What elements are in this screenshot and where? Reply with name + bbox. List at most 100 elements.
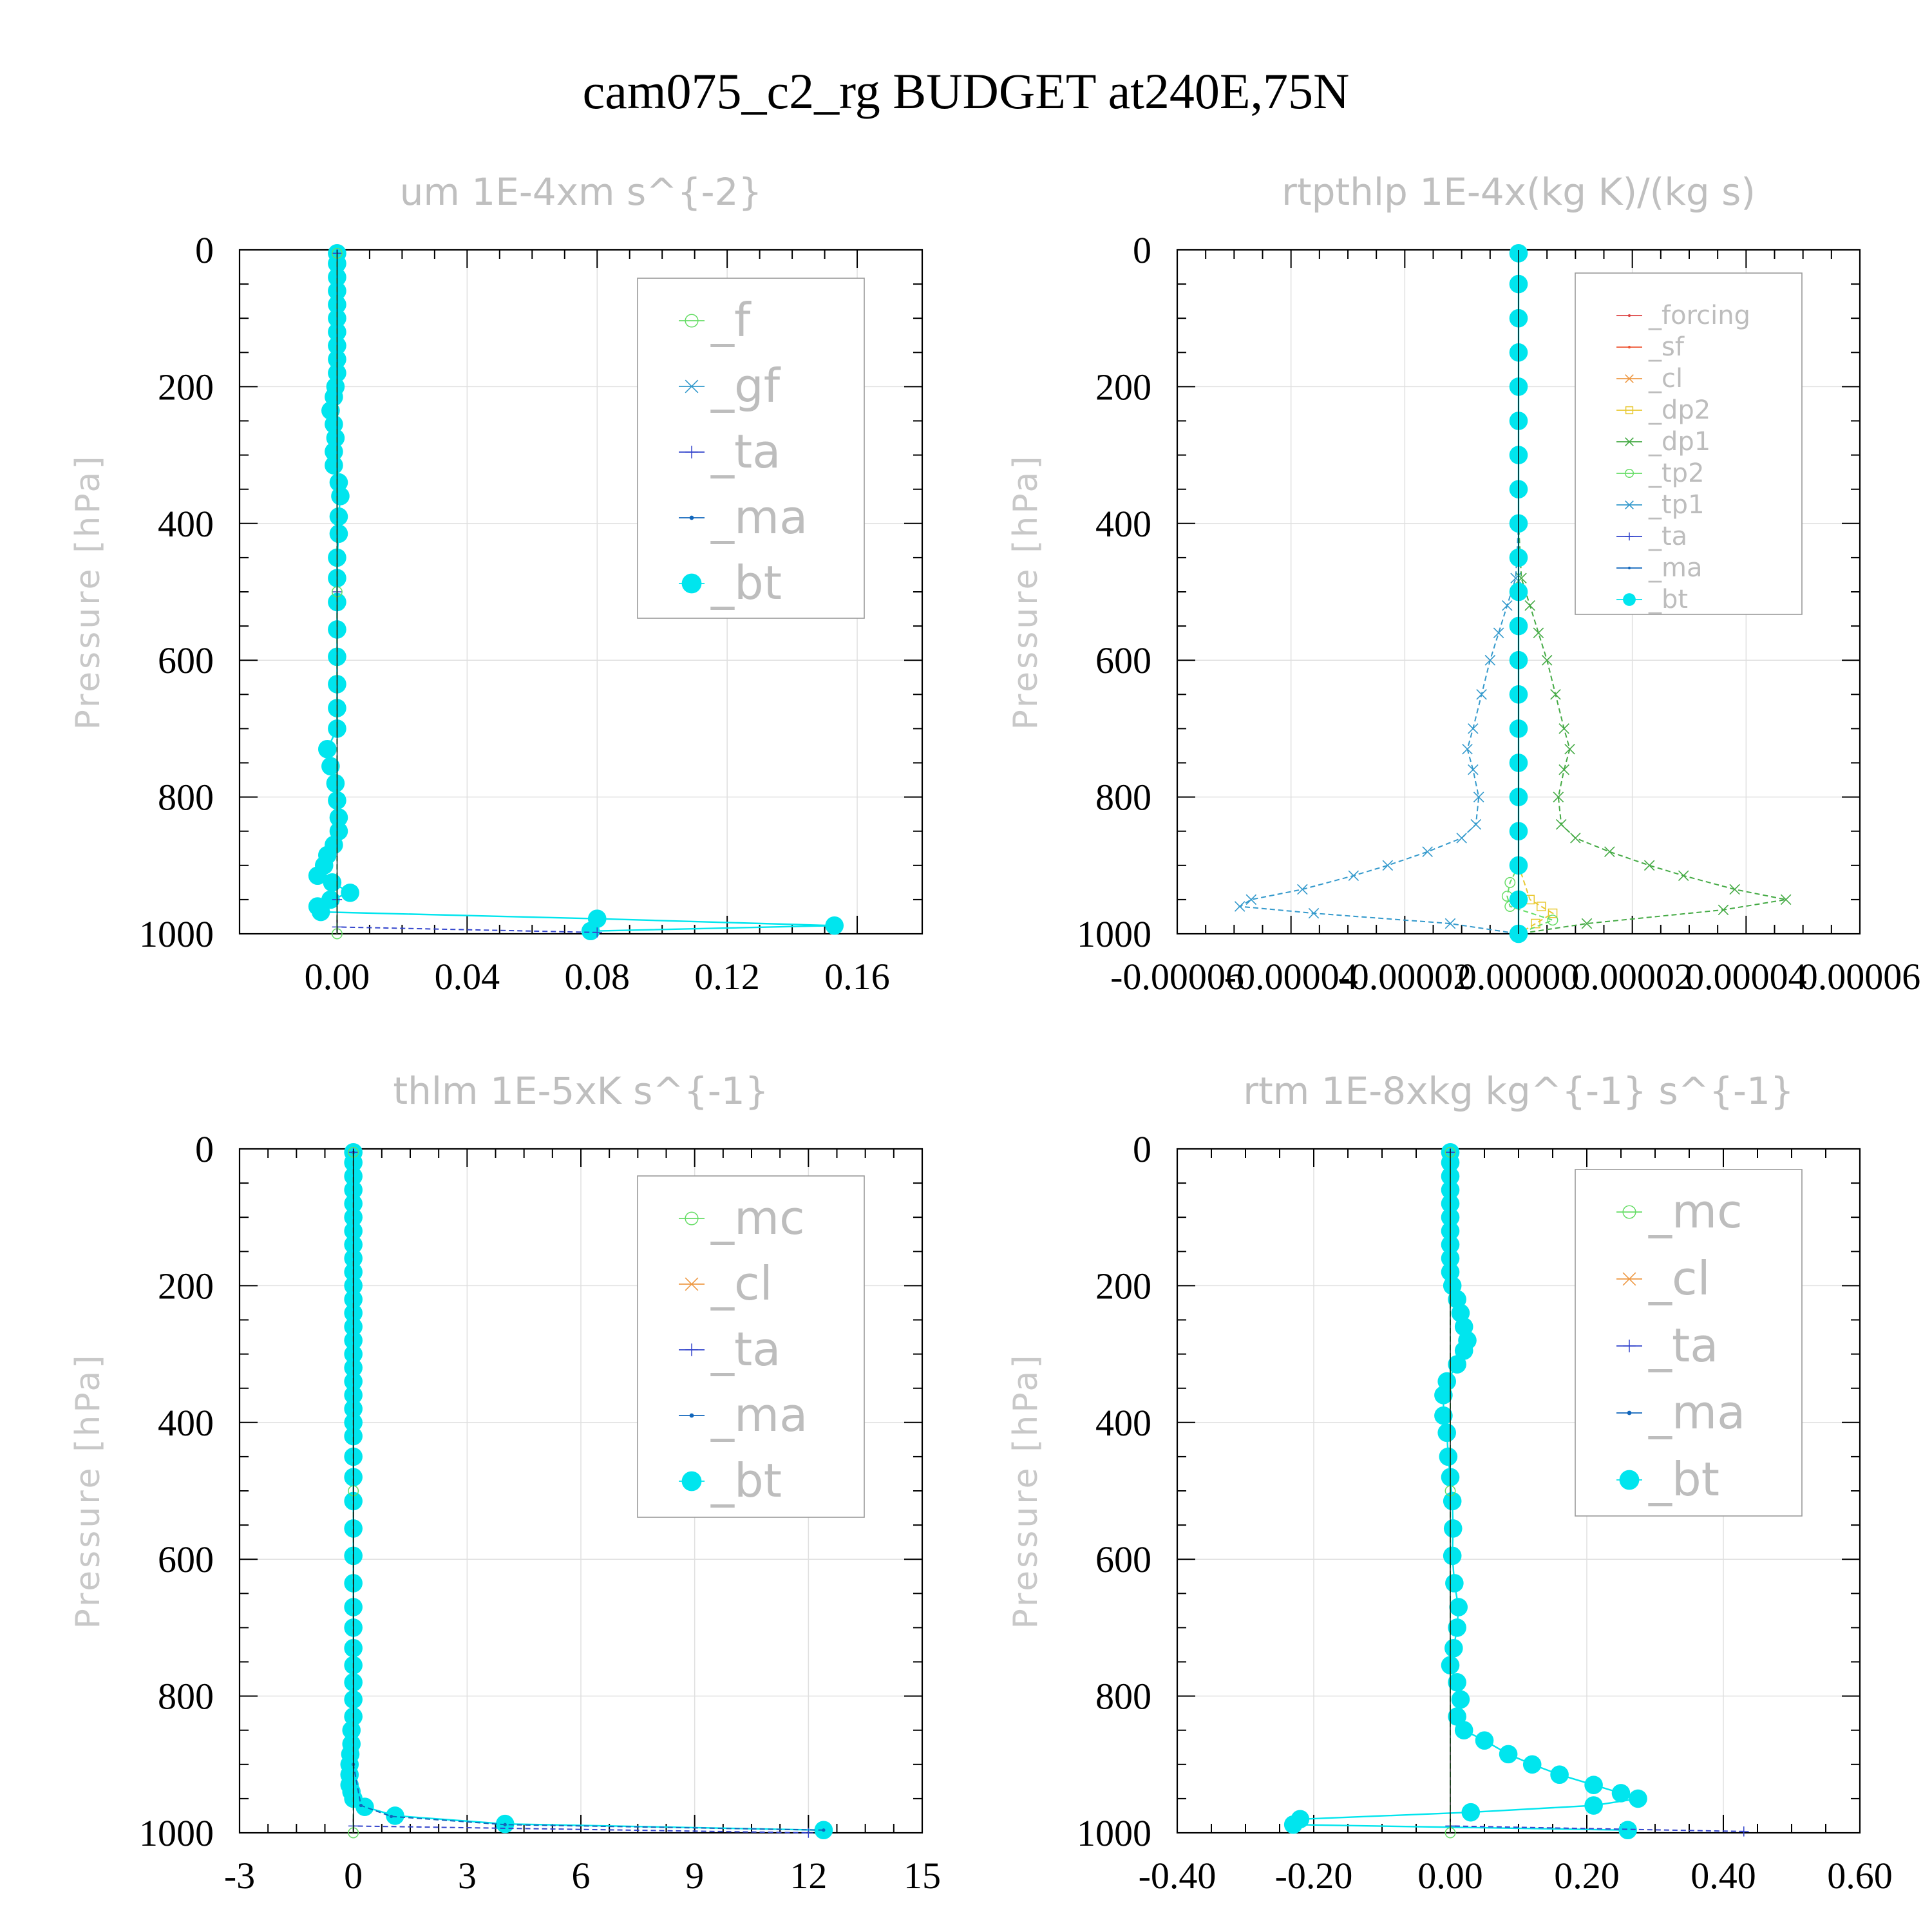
x-tick-label: -0.00006 <box>1110 956 1244 998</box>
circle-marker <box>1547 914 1558 926</box>
x-marker <box>1422 846 1433 857</box>
legend-label: _sf <box>1648 332 1685 362</box>
legend-label: _mc <box>710 1191 805 1245</box>
bt-point <box>342 1721 361 1739</box>
legend-label: _ta <box>1648 522 1687 551</box>
bt-point <box>1611 1784 1631 1803</box>
bt-point <box>326 774 345 793</box>
x-marker <box>1524 600 1535 611</box>
y-tick-label: 1000 <box>139 913 214 955</box>
legend-label: _cl <box>710 1256 773 1311</box>
legend-box <box>637 1175 865 1518</box>
y-tick-label: 0 <box>1133 1128 1151 1170</box>
series-line-tp1 <box>1238 253 1519 934</box>
bt-point <box>325 456 343 475</box>
x-marker <box>1622 1272 1636 1286</box>
legend-label: _mc <box>1648 1184 1743 1238</box>
plus-marker <box>803 1828 814 1838</box>
bt-point <box>581 922 600 941</box>
bt-point <box>1618 1821 1637 1840</box>
dot-marker <box>1627 566 1631 570</box>
y-tick-label: 1000 <box>1077 1812 1151 1854</box>
legend-label: _forcing <box>1648 301 1750 330</box>
bt-point <box>1448 1673 1466 1692</box>
dot-marker <box>689 1413 694 1418</box>
panel-title: rtm 1E-8xkg kg^{-1} s^{-1} <box>1243 1069 1794 1113</box>
series-line-dp1 <box>1518 253 1786 934</box>
bt-point <box>1550 1765 1569 1785</box>
x-marker <box>1473 791 1484 802</box>
panel-title: um 1E-4xm s^{-2} <box>400 170 762 214</box>
chart-panel-4: rtm 1E-8xkg kg^{-1} s^{-1} Pressure [hPa]… <box>1007 1069 1893 1897</box>
x-marker <box>1564 743 1575 755</box>
chart-panels: um 1E-4xm s^{-2}Pressure [hPa]0200400600… <box>69 170 1920 1897</box>
x-marker <box>1729 884 1740 895</box>
y-tick-label: 0 <box>195 1128 214 1170</box>
x-marker <box>1470 819 1482 830</box>
x-tick-label: 3 <box>458 1855 477 1897</box>
x-marker <box>1604 846 1615 857</box>
bt-point <box>1448 1707 1466 1726</box>
y-axis-label: Pressure [hPa] <box>1007 1353 1045 1629</box>
bt-point <box>1437 1423 1456 1443</box>
legend: _mc _cl _ta _ma _bt <box>637 1175 865 1518</box>
bt-point <box>1584 1776 1603 1794</box>
x-tick-label: 9 <box>685 1855 704 1897</box>
x-marker <box>1382 860 1394 871</box>
legend-label: _ta <box>710 1322 781 1376</box>
x-marker <box>1581 918 1593 929</box>
y-tick-label: 400 <box>1095 503 1151 545</box>
dot-marker <box>689 515 694 520</box>
legend-label: _cl <box>1648 1251 1710 1305</box>
x-marker <box>1555 819 1567 830</box>
bt-point <box>1439 1447 1458 1466</box>
y-tick-label: 400 <box>158 503 214 545</box>
legend-label: _dp1 <box>1648 427 1710 457</box>
y-tick-label: 400 <box>1095 1402 1151 1444</box>
x-marker <box>1502 600 1513 611</box>
legend-box <box>1575 272 1803 615</box>
legend-label: _ma <box>1648 553 1702 583</box>
bt-point <box>1444 1638 1463 1658</box>
plot-frame <box>238 249 923 935</box>
bt-point <box>1283 1815 1303 1834</box>
bt-point <box>1449 1598 1468 1616</box>
plus-marker <box>1739 1826 1749 1837</box>
x-marker <box>1493 627 1504 638</box>
bt-point <box>1448 1355 1466 1374</box>
x-marker <box>1625 437 1634 446</box>
x-tick-label: 0.00004 <box>1685 956 1807 998</box>
bt-point <box>1461 1803 1481 1822</box>
bt-point <box>681 573 702 594</box>
bt-point <box>325 442 343 461</box>
plot-frame <box>238 1148 923 1834</box>
bt-point <box>1443 1519 1463 1538</box>
x-marker <box>1625 374 1634 383</box>
bt-point <box>1451 1690 1470 1709</box>
circle-marker <box>1622 1205 1636 1219</box>
bt-point <box>681 1471 702 1492</box>
bt-point <box>1454 1721 1473 1739</box>
bt-point <box>326 428 345 448</box>
plus-marker <box>685 1343 698 1356</box>
x-marker <box>1308 907 1320 919</box>
y-tick-label: 0 <box>195 229 214 271</box>
bt-point <box>825 916 844 935</box>
circle-marker <box>685 314 699 328</box>
legend-label: _dp2 <box>1648 395 1710 425</box>
legend-label: _f <box>710 293 752 347</box>
x-tick-label: -3 <box>224 1855 255 1897</box>
x-marker <box>1558 764 1569 775</box>
x-tick-label: 0.04 <box>435 956 500 998</box>
bt-point <box>1623 593 1636 606</box>
legend-label: _bt <box>1648 1452 1719 1506</box>
bt-point <box>331 487 350 506</box>
plus-marker <box>592 927 602 938</box>
x-marker <box>685 1277 699 1291</box>
bt-point <box>1448 1618 1466 1637</box>
legend-label: _ma <box>710 1388 808 1442</box>
x-tick-label: 0.00 <box>305 956 370 998</box>
y-tick-label: 800 <box>1095 1676 1151 1718</box>
legend: _f _gf _ta _ma _bt <box>637 278 865 619</box>
x-tick-label: 15 <box>904 1855 941 1897</box>
